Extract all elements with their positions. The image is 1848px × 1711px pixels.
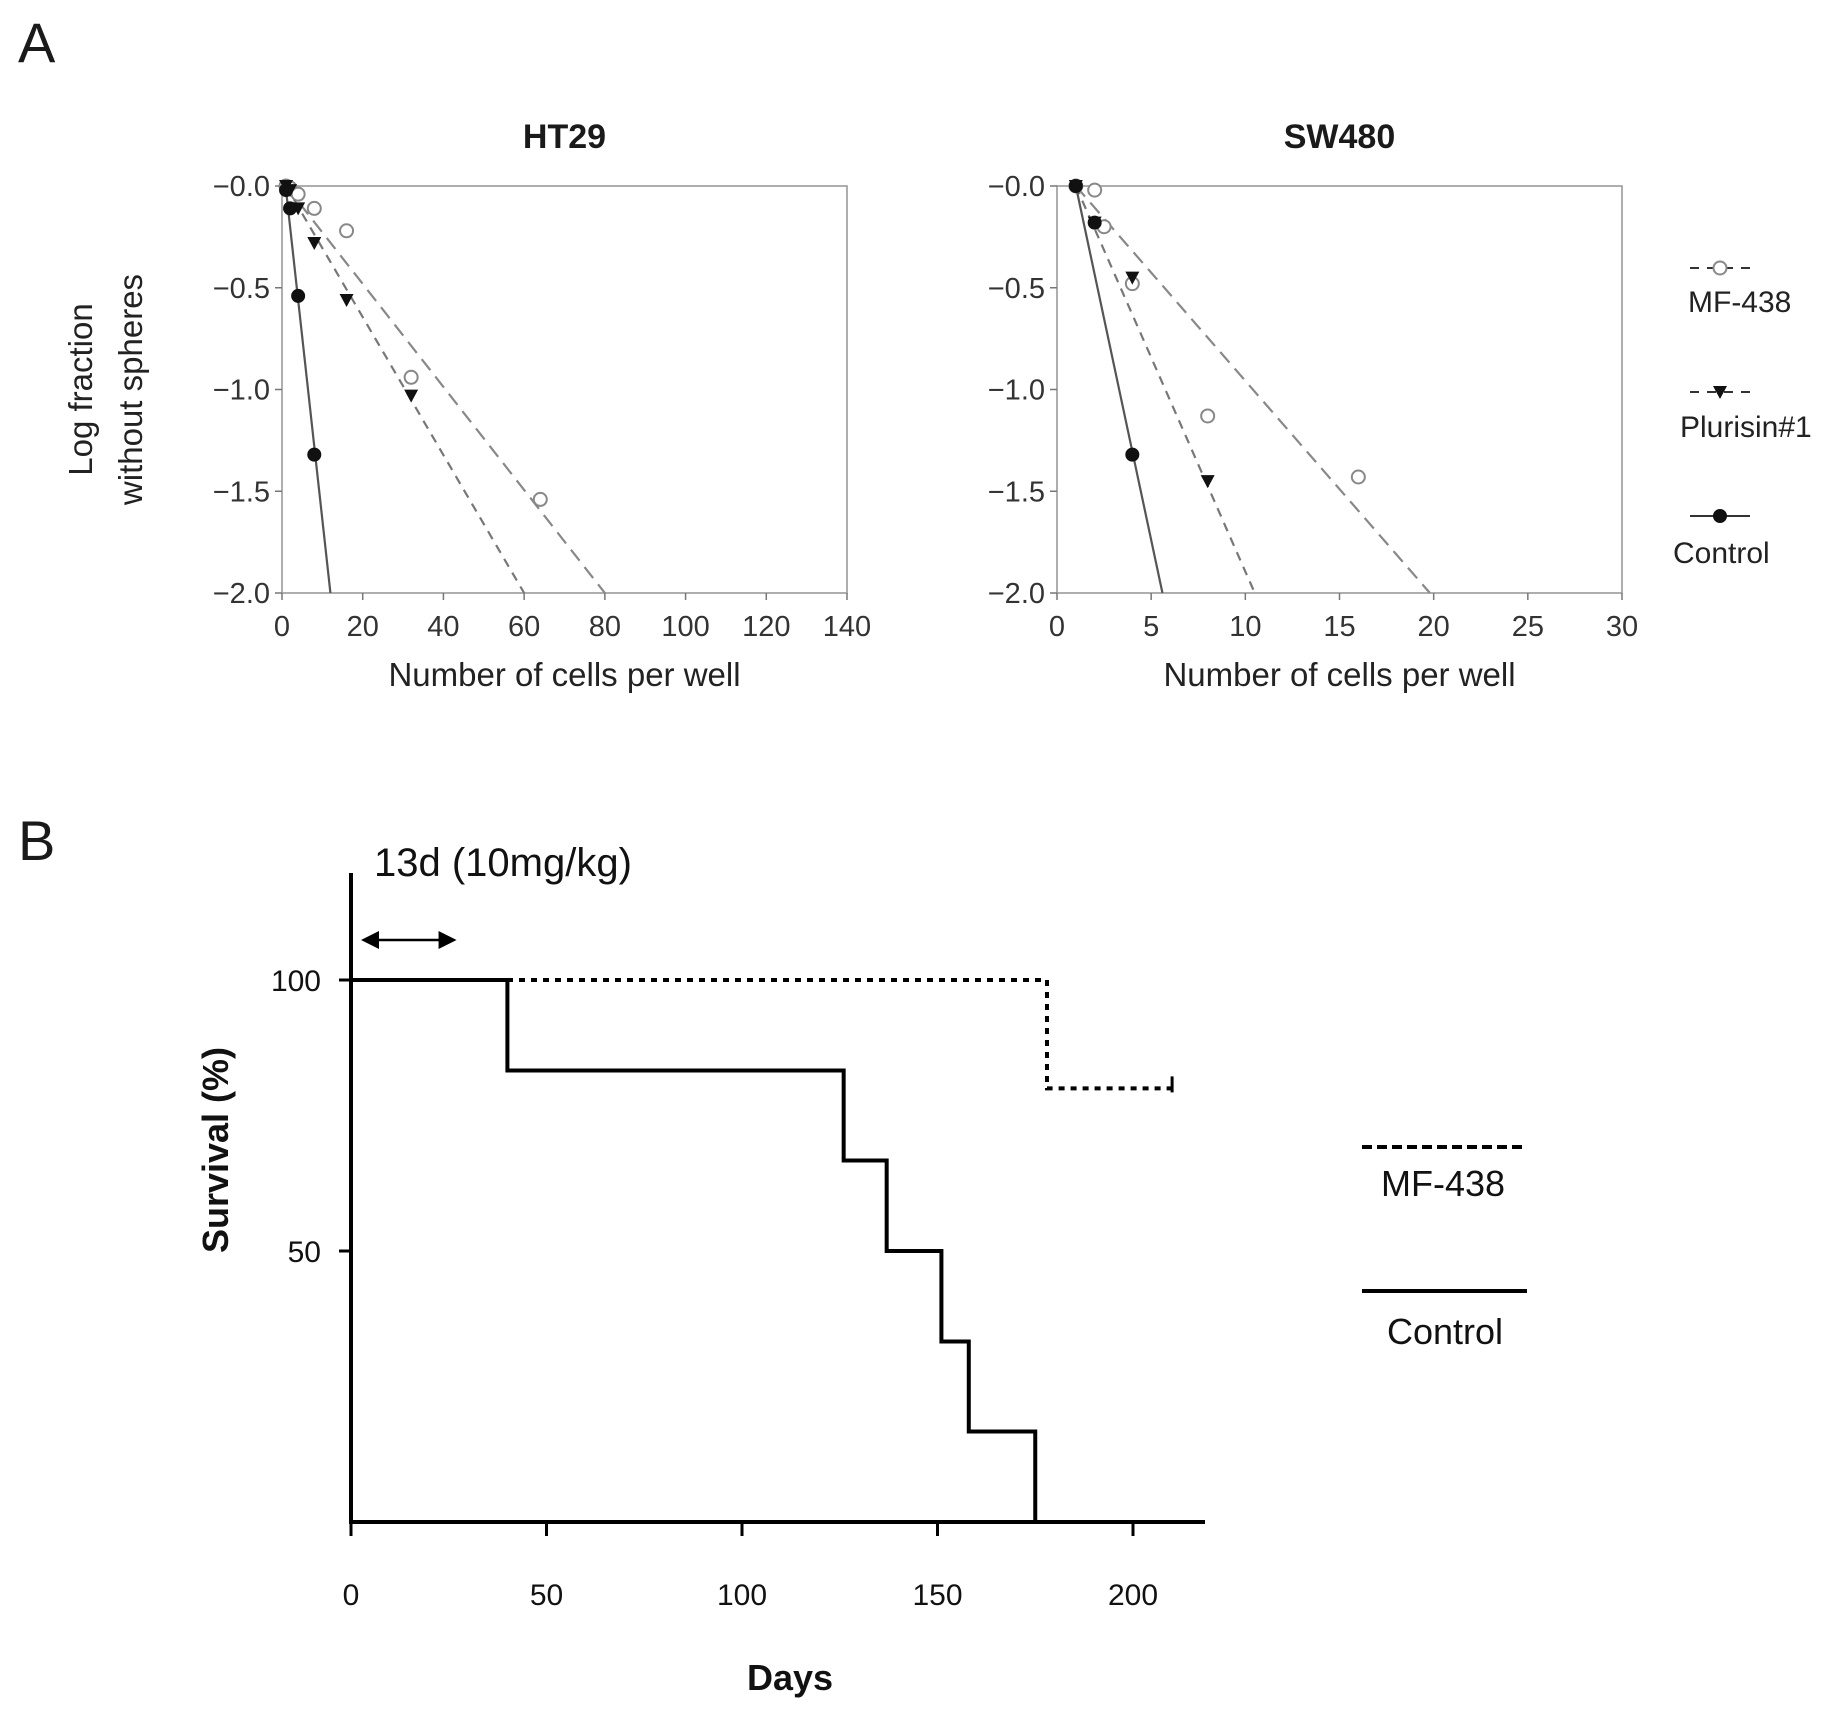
x-tick-label: 25 [1512, 611, 1544, 643]
x-tick-label: 10 [1229, 611, 1261, 643]
series-mf-438-step-line [351, 978, 1173, 1091]
y-axis-label: Survival (%) [195, 1047, 236, 1253]
chart-ht29: HT29 0 20 40 60 80 100 120 140 −0.0 −0.5 −1.0 −1.5 −2… [62, 118, 871, 693]
series-mf-438-marker [532, 491, 548, 507]
series-plurisin-1-marker [307, 236, 322, 250]
y-tick-label: −0.0 [988, 171, 1045, 203]
legend-plurisin-1-marker [1713, 386, 1727, 399]
series-mf-438-marker [339, 223, 355, 239]
series-control-fit-line [284, 189, 332, 594]
x-tick-label: 120 [742, 611, 790, 643]
series-control-marker [291, 288, 306, 303]
x-axis-label: Number of cells per well [388, 656, 740, 693]
x-tick-label: 15 [1323, 611, 1355, 643]
x-tick-label: 140 [823, 611, 871, 643]
x-tick-label: 150 [912, 1579, 962, 1612]
series-control-marker [279, 183, 294, 198]
series-mf-438-marker [1087, 182, 1103, 198]
x-tick-label: 80 [589, 611, 621, 643]
plot-frame [1056, 185, 1623, 594]
x-tick-label: 60 [508, 611, 540, 643]
x-tick-label: 0 [1049, 611, 1065, 643]
series-plurisin-1-fit-line [1074, 185, 1256, 594]
y-tick-label: −1.5 [988, 476, 1045, 508]
series-control-fit-line [1074, 185, 1164, 594]
x-tick-label: 20 [1418, 611, 1450, 643]
y-tick-label: −0.0 [213, 171, 270, 203]
legend-mf-438-label: MF-438 [1381, 1163, 1505, 1204]
x-tick-label: 0 [274, 611, 290, 643]
panel-a-label: A [18, 11, 56, 74]
x-axis-label: Number of cells per well [1163, 656, 1515, 693]
series-control-marker [1125, 447, 1140, 462]
series-plurisin-1-marker [1200, 475, 1215, 489]
legend-mf-438-label: MF-438 [1688, 286, 1791, 319]
y-axis-label-line1: Log fraction [62, 303, 99, 475]
series-mf-438-fit-line [285, 185, 606, 594]
x-tick-label: 5 [1143, 611, 1159, 643]
legend-control-label: Control [1387, 1311, 1503, 1352]
y-tick-label: 100 [271, 965, 321, 998]
chart-title: SW480 [1284, 118, 1396, 156]
x-tick-label: 200 [1108, 1579, 1158, 1612]
series-plurisin-1-fit-line [285, 185, 526, 594]
legend-panel-a: MF-438 Plurisin#1 Control [1673, 260, 1812, 570]
x-tick-label: 40 [427, 611, 459, 643]
series-mf-438-marker [1200, 408, 1216, 424]
x-tick-label: 0 [343, 1579, 360, 1612]
series-mf-438-marker [306, 200, 322, 216]
y-tick-label: −0.5 [988, 273, 1045, 305]
series-plurisin-1-marker [404, 389, 419, 403]
legend-mf-438-marker [1712, 260, 1728, 276]
x-tick-label: 100 [661, 611, 709, 643]
chart-sw480: SW480 0 5 10 15 20 25 30 −0.0 −0.5 −1.0 −1.5 −2.0 Num… [988, 118, 1638, 693]
x-tick-label: 100 [717, 1579, 767, 1612]
y-tick-label: −1.0 [213, 375, 270, 407]
series-control-marker [1068, 179, 1083, 193]
legend-plurisin-1-label: Plurisin#1 [1680, 411, 1812, 444]
series-plurisin-1-marker [1125, 271, 1140, 285]
x-tick-label: 30 [1606, 611, 1638, 643]
y-tick-label: −1.5 [213, 476, 270, 508]
series-control-step-line [351, 978, 1038, 1522]
series-mf-438-marker [1350, 469, 1366, 485]
plot-frame [281, 185, 848, 594]
series-control-marker [307, 447, 322, 462]
series-control-marker [283, 201, 298, 216]
x-axis-label: Days [747, 1657, 833, 1698]
series-control-marker [1087, 215, 1102, 230]
legend-control-marker [1713, 509, 1727, 523]
series-plurisin-1-marker [339, 293, 354, 307]
annotation-arrow-head-left [361, 931, 379, 949]
y-axis-label-line2: without spheres [112, 274, 149, 506]
chart-title: HT29 [523, 118, 606, 156]
y-tick-label: −2.0 [213, 578, 270, 610]
y-tick-label: 50 [288, 1236, 321, 1269]
legend-control-label: Control [1673, 537, 1770, 570]
series-mf-438-marker [403, 369, 419, 385]
panel-b-label: B [18, 809, 55, 872]
annotation-label: 13d (10mg/kg) [374, 841, 632, 885]
y-tick-label: −1.0 [988, 375, 1045, 407]
x-tick-label: 20 [347, 611, 379, 643]
series-mf-438-fit-line [1075, 185, 1431, 594]
chart-survival: 0 50 100 150 200 50 100 Days Survival (%) 13d (10… [195, 841, 1527, 1698]
y-tick-label: −2.0 [988, 578, 1045, 610]
annotation-arrow-head-right [438, 931, 457, 949]
y-tick-label: −0.5 [213, 273, 270, 305]
x-tick-label: 50 [530, 1579, 563, 1612]
